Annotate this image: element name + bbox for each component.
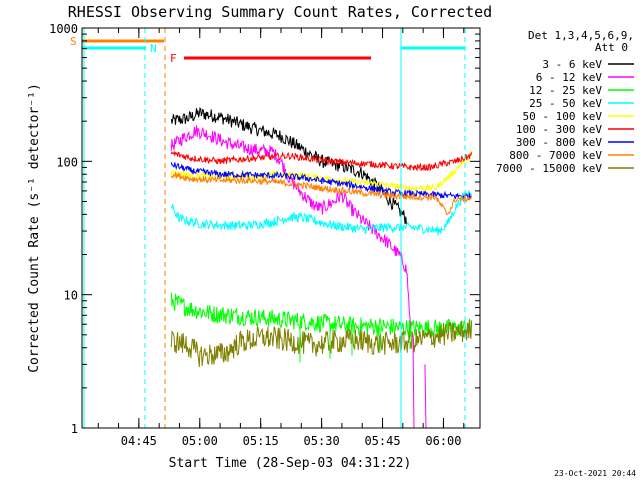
y-tick-label: 100 [56,155,78,169]
x-tick-label: 05:00 [182,434,218,448]
series-12-25-kev [170,292,473,339]
plot-area [82,28,480,428]
legend-label-50-100-kev: 50 - 100 keV [523,110,603,123]
y-tick-label: 1000 [49,22,78,36]
x-tick-label: 05:30 [304,434,340,448]
night-flag-label: N [150,42,157,55]
legend-label-100-300-kev: 100 - 300 keV [516,123,602,136]
x-axis-label: Start Time (28-Sep-03 04:31:22) [169,456,412,471]
flare-flag-label: F [170,52,177,65]
saa-flag-label: S [70,35,77,48]
y-axis-label: Corrected Count Rate (s⁻¹ detector⁻¹) [27,83,42,373]
series-800-7000-kev [170,172,473,215]
series-7000-15000-kev [170,319,473,368]
legend-label-25-50-kev: 25 - 50 keV [529,97,602,110]
legend-label-300-800-kev: 300 - 800 keV [516,136,602,149]
series-100-300-kev [170,150,473,172]
x-tick-label: 06:00 [425,434,461,448]
x-tick-label: 04:45 [121,434,157,448]
series-300-800-kev [170,162,472,201]
legend-label-12-25-kev: 12 - 25 keV [529,84,602,97]
legend-label-7000-15000-kev: 7000 - 15000 keV [496,162,602,175]
legend-label-800-7000-kev: 800 - 7000 keV [509,149,602,162]
footer-timestamp: 23-Oct-2021 20:44 [554,469,636,478]
series-3-6-kev [170,107,407,226]
y-tick-label: 1 [71,422,78,436]
series-6-12-kev-drop-2 [424,364,427,429]
x-tick-label: 05:45 [364,434,400,448]
legend-header-detectors: Det 1,3,4,5,6,9, [528,29,634,42]
series-6-12-kev-drop [412,334,415,429]
legend-label-3-6-kev: 3 - 6 keV [542,58,602,71]
legend-header-attenuator: Att 0 [595,41,628,54]
chart-title: RHESSI Observing Summary Count Rates, Co… [68,3,492,21]
series-25-50-kev [170,190,473,236]
y-tick-label: 10 [64,289,78,303]
x-tick-label: 05:15 [243,434,279,448]
axis-layer: 1 10 100 1000 04:45 05:00 05:15 05:30 05:45 06:00 [49,22,481,448]
series-layer [82,28,480,429]
legend-label-6-12-kev: 6 - 12 keV [536,71,603,84]
marker-layer: S NF [70,28,466,428]
